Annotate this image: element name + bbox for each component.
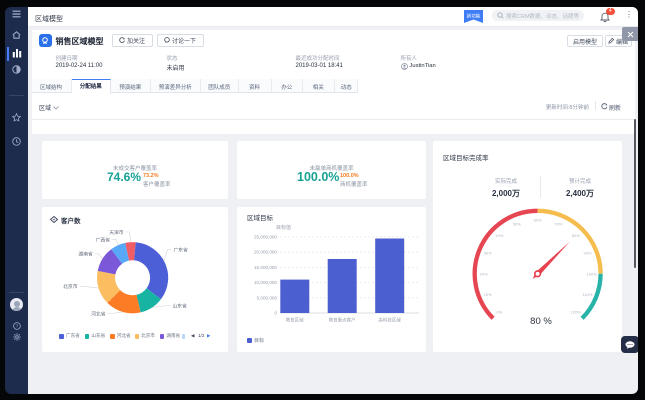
svg-text:0: 0 [274, 311, 277, 316]
svg-text:100%: 100% [586, 271, 597, 276]
svg-text:60%: 60% [534, 217, 542, 222]
svg-text:25,000,000: 25,000,000 [254, 235, 277, 240]
svg-text:20%: 20% [480, 271, 488, 276]
svg-text:山东省: 山东省 [173, 302, 188, 309]
svg-text:20,000,000: 20,000,000 [254, 250, 277, 255]
svg-text:120%: 120% [571, 310, 582, 315]
svg-text:河北省: 河北省 [91, 310, 106, 317]
svg-text:5,000,000: 5,000,000 [257, 295, 278, 300]
svg-text:湖南省: 湖南省 [78, 251, 93, 258]
svg-text:广西省: 广西省 [96, 236, 111, 243]
svg-text:0%: 0% [497, 310, 503, 315]
svg-text:15,000,000: 15,000,000 [254, 265, 277, 270]
svg-text:50%: 50% [513, 221, 521, 226]
svg-text:10%: 10% [484, 292, 492, 297]
svg-text:广东省: 广东省 [174, 247, 189, 254]
svg-text:教育区域: 教育区域 [286, 317, 304, 324]
svg-text:新功能: 新功能 [467, 12, 481, 19]
svg-text:天津市: 天津市 [109, 229, 124, 236]
svg-text:80%: 80% [572, 233, 580, 238]
svg-text:90%: 90% [583, 251, 591, 256]
svg-text:30%: 30% [484, 251, 492, 256]
svg-text:40%: 40% [495, 233, 503, 238]
svg-text:70%: 70% [554, 221, 562, 226]
svg-text:高科技区域: 高科技区域 [378, 317, 401, 324]
svg-text:教育重点客户: 教育重点客户 [329, 317, 356, 324]
svg-text:北京市: 北京市 [63, 283, 78, 290]
svg-text:10,000,000: 10,000,000 [254, 280, 277, 285]
svg-text:110%: 110% [583, 292, 593, 297]
svg-text:?: ? [15, 324, 18, 329]
